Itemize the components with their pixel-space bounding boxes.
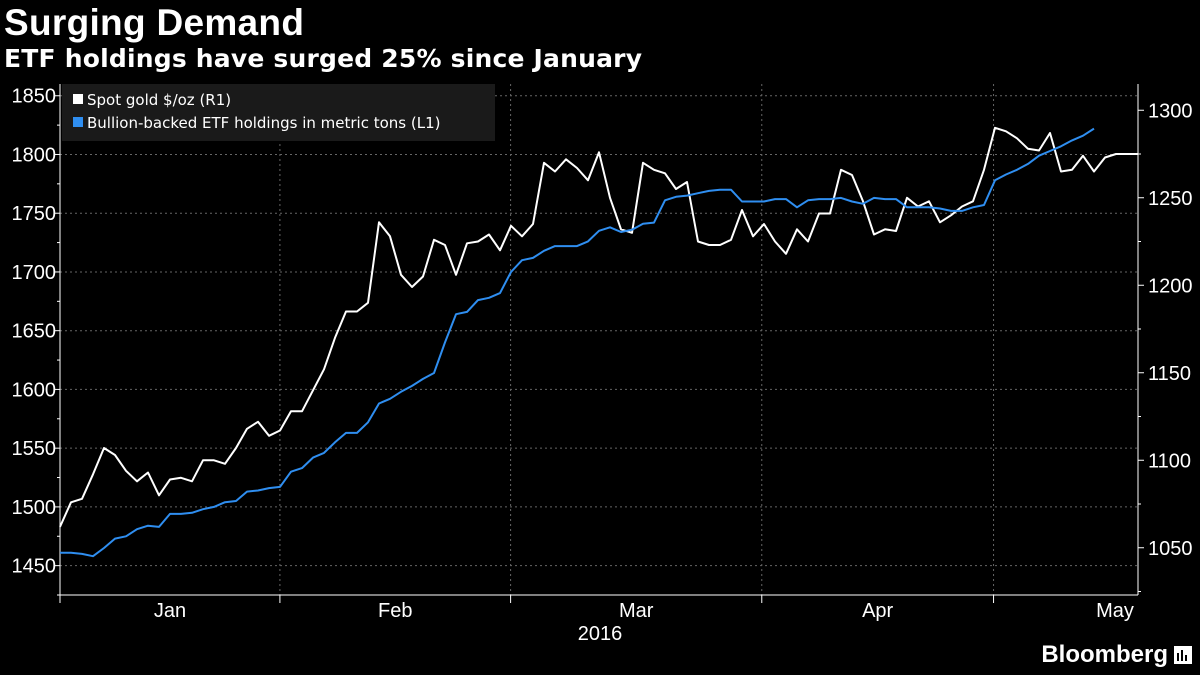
x-axis: Jan Feb Mar Apr May [59, 595, 1134, 622]
legend-label-etf: Bullion-backed ETF holdings in metric to… [87, 114, 440, 132]
axes [59, 84, 1139, 596]
right-tick-label-1100: 1100 [1148, 450, 1191, 472]
legend-swatch-etf [73, 117, 83, 127]
left-axis: 1450 1500 1550 1600 1650 1700 1750 1800 1850 [12, 86, 60, 596]
x-tick-label-apr: Apr [862, 600, 893, 622]
x-tick-label-jan: Jan [154, 600, 186, 622]
legend-background [62, 84, 495, 141]
x-tick-label-feb: Feb [378, 600, 412, 622]
left-tick-label-1650: 1650 [12, 321, 57, 343]
brand-name: Bloomberg [1041, 641, 1168, 668]
right-tick-label-1300: 1300 [1148, 100, 1193, 122]
x-year-label: 2016 [578, 623, 623, 645]
bloomberg-logo-icon [1174, 646, 1192, 664]
chart-title: Surging Demand [4, 2, 305, 43]
left-tick-label-1800: 1800 [12, 144, 57, 166]
right-tick-label-1150: 1150 [1148, 363, 1191, 385]
grid-lines [60, 84, 1138, 595]
right-tick-label-1250: 1250 [1148, 188, 1193, 210]
chart-subtitle: ETF holdings have surged 25% since Janua… [4, 44, 643, 73]
left-tick-label-1500: 1500 [12, 497, 57, 519]
left-tick-label-1600: 1600 [12, 379, 57, 401]
right-axis: 1050 1100 1150 1200 1250 1300 [1138, 100, 1193, 592]
left-tick-label-1850: 1850 [12, 86, 57, 108]
x-tick-label-mar: Mar [619, 600, 654, 622]
left-tick-label-1450: 1450 [12, 556, 57, 578]
series-line-etf-holdings [60, 127, 1095, 558]
left-tick-label-1550: 1550 [12, 438, 57, 460]
left-tick-label-1700: 1700 [12, 262, 57, 284]
legend-label-gold: Spot gold $/oz (R1) [87, 91, 231, 109]
right-tick-label-1200: 1200 [1148, 275, 1193, 297]
x-tick-label-may: May [1096, 600, 1134, 622]
bloomberg-brand: Bloomberg [1041, 641, 1192, 669]
right-tick-label-1050: 1050 [1148, 538, 1193, 560]
legend-swatch-gold [73, 94, 83, 104]
series-line-spot-gold [59, 126, 1138, 528]
legend: Spot gold $/oz (R1) Bullion-backed ETF h… [62, 84, 495, 141]
series-layer [59, 126, 1138, 558]
left-tick-label-1750: 1750 [12, 203, 57, 225]
